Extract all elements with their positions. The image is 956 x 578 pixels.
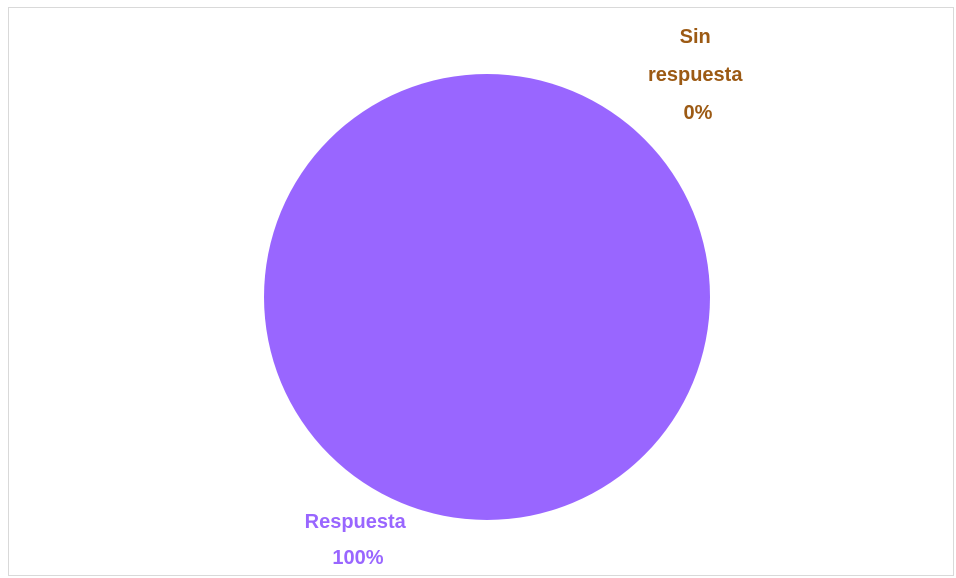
data-label-respuesta-value: 100% — [332, 547, 383, 569]
data-label-sin-respuesta-line2: respuesta — [648, 64, 743, 86]
data-label-sin-respuesta: Sin respuesta 0% — [648, 26, 748, 124]
pie-slices — [264, 74, 710, 520]
data-label-respuesta-name: Respuesta — [305, 511, 407, 533]
pie-slice-respuesta — [264, 74, 710, 520]
data-label-sin-respuesta-value: 0% — [684, 102, 713, 124]
data-label-respuesta: Respuesta 100% — [305, 511, 412, 569]
data-label-sin-respuesta-line1: Sin — [680, 26, 711, 48]
